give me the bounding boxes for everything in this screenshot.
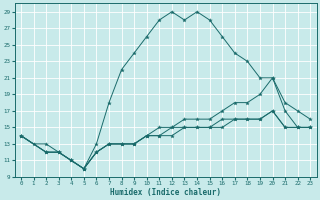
X-axis label: Humidex (Indice chaleur): Humidex (Indice chaleur) [110, 188, 221, 197]
